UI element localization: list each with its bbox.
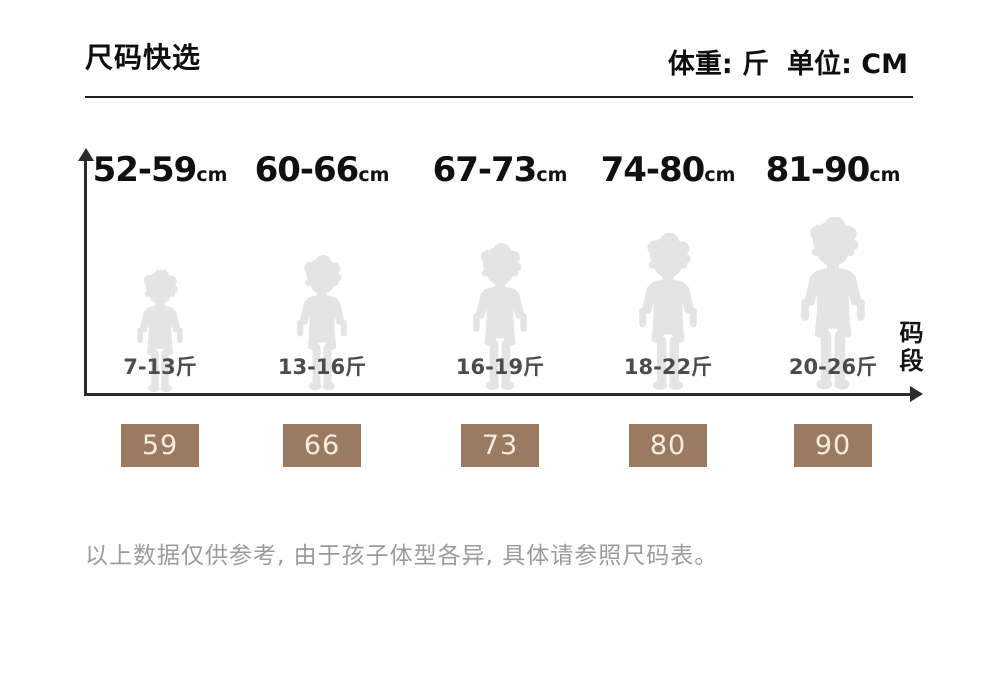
size-column-80: 74-80cm 18-22斤 80 — [578, 148, 758, 488]
size-unit-label: 单位: CM — [787, 49, 908, 80]
size-column-73: 67-73cm 16-19斤 73 — [410, 148, 590, 488]
weight-range-label: 18-22斤 — [623, 355, 713, 379]
cm-unit: cm — [536, 164, 568, 186]
height-range-label: 67-73cm — [432, 150, 568, 190]
height-range-label: 74-80cm — [600, 150, 736, 190]
height-range-label: 81-90cm — [765, 150, 901, 190]
size-option-80[interactable]: 80 — [629, 424, 707, 467]
axis-right-arrow-icon — [910, 386, 923, 402]
height-range-label: 52-59cm — [92, 150, 228, 190]
unit-legend: 体重: 斤 单位: CM — [668, 42, 908, 81]
cm-unit: cm — [704, 164, 736, 186]
cm-unit: cm — [196, 164, 228, 186]
size-option-90[interactable]: 90 — [794, 424, 872, 467]
axis-up-arrow-icon — [78, 148, 94, 161]
size-column-66: 60-66cm 13-16斤 66 — [232, 148, 412, 488]
reference-footnote: 以上数据仅供参考, 由于孩子体型各异, 具体请参照尺码表。 — [85, 543, 719, 569]
weight-range-label: 7-13斤 — [123, 355, 197, 379]
size-option-59[interactable]: 59 — [121, 424, 199, 467]
x-axis-label: 码段 — [895, 320, 923, 376]
cm-unit: cm — [358, 164, 390, 186]
page-title: 尺码快选 — [85, 41, 202, 74]
size-column-90: 81-90cm 20-26斤 90 — [743, 148, 923, 488]
size-column-59: 52-59cm 7-13斤 59 — [70, 148, 250, 488]
size-option-73[interactable]: 73 — [461, 424, 539, 467]
weight-range-label: 13-16斤 — [277, 355, 367, 379]
cm-unit: cm — [869, 164, 901, 186]
height-range-label: 60-66cm — [254, 150, 390, 190]
weight-range-label: 20-26斤 — [788, 355, 878, 379]
weight-range-label: 16-19斤 — [455, 355, 545, 379]
y-axis-line — [84, 160, 87, 395]
x-axis-line — [84, 393, 912, 396]
size-option-66[interactable]: 66 — [283, 424, 361, 467]
header-divider — [85, 96, 913, 98]
weight-unit-label: 体重: 斤 — [667, 49, 770, 80]
